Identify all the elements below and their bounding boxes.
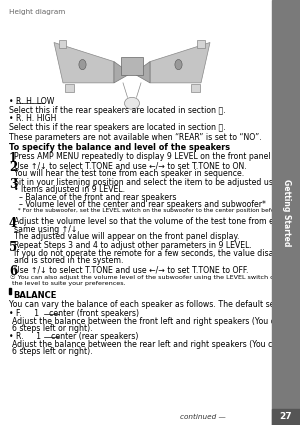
Text: • Items adjusted in 9 LEVEL.: • Items adjusted in 9 LEVEL. (14, 185, 125, 195)
Text: ☉ You can also adjust the volume level of the subwoofer using the LEVEL switch o: ☉ You can also adjust the volume level o… (10, 275, 300, 280)
Text: the level to suite your preferences.: the level to suite your preferences. (12, 281, 126, 286)
Text: If you do not operate the remote for a few seconds, the value disappears from th: If you do not operate the remote for a f… (14, 249, 300, 258)
Text: These parameters are not available when “REAR” is set to “NO”.: These parameters are not available when … (9, 133, 262, 142)
Text: 4: 4 (9, 217, 17, 230)
Text: 6 steps left or right).: 6 steps left or right). (12, 347, 93, 356)
Text: and is stored in the system.: and is stored in the system. (14, 256, 124, 265)
Text: – Balance of the front and rear speakers: – Balance of the front and rear speakers (14, 193, 177, 202)
Text: Adjust the balance between the rear left and right speakers (You can adjust from: Adjust the balance between the rear left… (12, 340, 300, 349)
Text: • R. H. LOW: • R. H. LOW (9, 97, 54, 106)
Bar (9, 288, 11, 294)
Circle shape (79, 60, 86, 70)
Text: 3: 3 (9, 178, 17, 191)
Text: 27: 27 (280, 412, 292, 422)
Polygon shape (114, 62, 130, 83)
Text: • R.     1    center (rear speakers): • R. 1 center (rear speakers) (9, 332, 138, 341)
Text: – Volume level of the center and rear speakers and subwoofer*: – Volume level of the center and rear sp… (14, 201, 266, 210)
Ellipse shape (124, 97, 140, 109)
Text: Height diagram: Height diagram (9, 9, 65, 15)
Text: continued —: continued — (180, 414, 226, 420)
Text: Select this if the rear speakers are located in section Ⓒ.: Select this if the rear speakers are loc… (9, 123, 226, 132)
Bar (58, 40, 66, 48)
Text: 1: 1 (9, 152, 17, 165)
Text: Select this if the rear speakers are located in section ⓓ.: Select this if the rear speakers are loc… (9, 105, 226, 115)
Polygon shape (150, 42, 210, 83)
Bar (272, 0, 300, 425)
Text: Sit in your listening position and select the item to be adjusted using ↑/↓.: Sit in your listening position and selec… (14, 178, 300, 187)
Text: Adjust the volume level so that the volume of the test tone from each speaker so: Adjust the volume level so that the volu… (14, 217, 300, 226)
Text: Use ↑/↓ to select T.TONE and use ←/→ to set T.TONE to ON.: Use ↑/↓ to select T.TONE and use ←/→ to … (14, 162, 247, 170)
Text: Getting Started: Getting Started (282, 179, 291, 246)
Text: Repeat Steps 3 and 4 to adjust other parameters in 9 LEVEL.: Repeat Steps 3 and 4 to adjust other par… (14, 241, 252, 250)
Bar (121, 57, 143, 75)
Text: You will hear the test tone from each speaker in sequence.: You will hear the test tone from each sp… (14, 169, 245, 178)
Text: BALANCE: BALANCE (13, 291, 56, 300)
Circle shape (175, 60, 182, 70)
Text: • R. H. HIGH: • R. H. HIGH (9, 114, 56, 123)
Text: same using ↑/↓.: same using ↑/↓. (14, 224, 80, 234)
Text: • F.     1    center (front speakers): • F. 1 center (front speakers) (9, 309, 139, 317)
Text: 5: 5 (9, 241, 17, 254)
Bar (190, 84, 200, 92)
Bar (64, 84, 74, 92)
Text: The adjusted value will appear on the front panel display.: The adjusted value will appear on the fr… (14, 232, 240, 241)
Text: 6 steps left or right).: 6 steps left or right). (12, 324, 93, 333)
Polygon shape (54, 42, 114, 83)
Polygon shape (134, 62, 150, 83)
Text: 6: 6 (9, 265, 17, 278)
Bar (197, 40, 205, 48)
Text: Press AMP MENU repeatedly to display 9 LEVEL on the front panel display.: Press AMP MENU repeatedly to display 9 L… (14, 152, 300, 161)
Text: To specify the balance and level of the speakers: To specify the balance and level of the … (9, 143, 230, 152)
Text: * For the subwoofer, set the LEVEL switch on the subwoofer to the center positio: * For the subwoofer, set the LEVEL switc… (14, 208, 300, 213)
Text: You can vary the balance of each speaker as follows. The default settings are un: You can vary the balance of each speaker… (9, 300, 300, 309)
Text: Adjust the balance between the front left and right speakers (You can adjust fro: Adjust the balance between the front lef… (12, 317, 300, 326)
Text: Use ↑/↓ to select T.TONE and use ←/→ to set T.TONE to OFF.: Use ↑/↓ to select T.TONE and use ←/→ to … (14, 265, 249, 274)
Text: 2: 2 (9, 162, 17, 174)
Bar (272, 409, 300, 425)
